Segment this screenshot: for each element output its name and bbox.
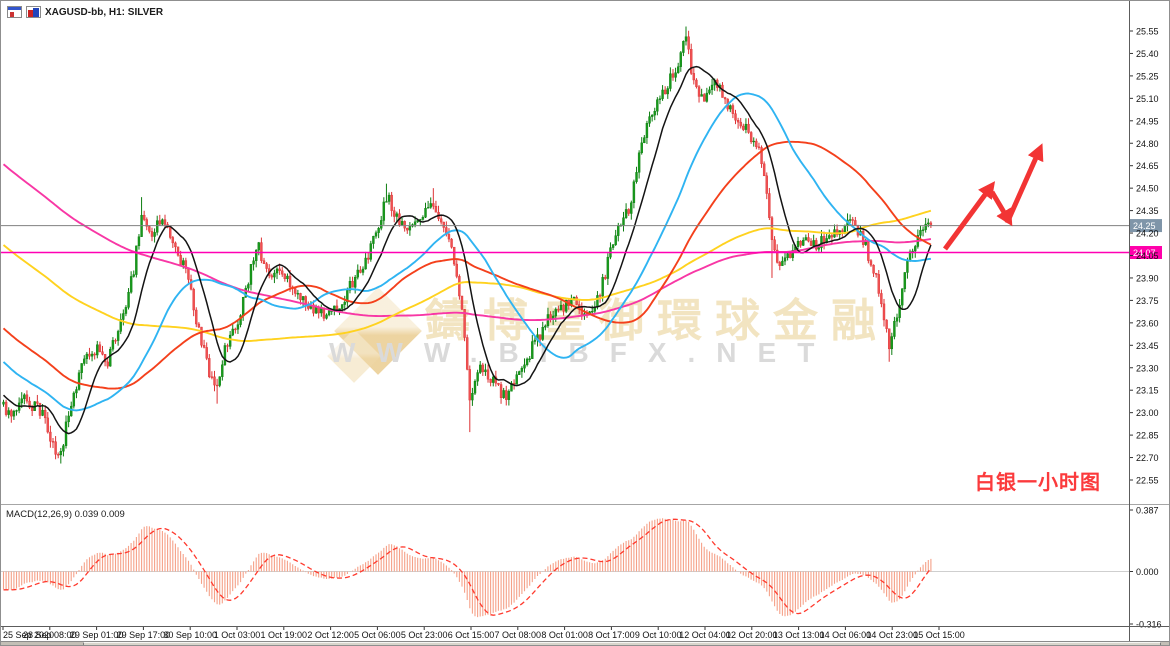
time-tick-label: 9 Oct 10:00	[635, 630, 682, 640]
price-tick-label: 22.55	[1136, 476, 1159, 486]
time-tick-label: 14 Oct 06:00	[820, 630, 872, 640]
ma-slow-magenta	[2, 163, 932, 322]
macd-tick-label: 0.000	[1136, 567, 1159, 577]
time-tick-label: 12 Oct 04:00	[679, 630, 731, 640]
time-tick-label: 5 Oct 23:00	[401, 630, 448, 640]
price-tick-label: 24.05	[1136, 251, 1159, 261]
price-tick-label: 23.60	[1136, 318, 1159, 328]
price-tick-label: 24.80	[1136, 139, 1159, 149]
ma-fastest-black	[2, 65, 932, 435]
ma-long-yellow	[2, 209, 932, 342]
price-tick-label: 24.35	[1136, 206, 1159, 216]
ma-mid-orange-line	[2, 140, 932, 390]
macd-indicator-label: MACD(12,26,9) 0.039 0.009	[6, 509, 125, 520]
macd-tick-label: 0.387	[1136, 506, 1159, 516]
ma-slow-magenta-line	[2, 163, 932, 322]
price-axis[interactable]: 25.55 25.40 25.25 25.10 24.95 24.80 24.65 24.50…	[1129, 27, 1159, 486]
macd-axis[interactable]: 0.387 0.000 -0.316	[1129, 506, 1162, 630]
time-tick-label: 1 Oct 03:00	[214, 630, 261, 640]
time-tick-label: 25 Sep 2020	[3, 630, 54, 640]
price-tick-label: 24.20	[1136, 229, 1159, 239]
price-tick-label: 25.55	[1136, 27, 1159, 37]
price-tick-label: 24.50	[1136, 184, 1159, 194]
time-tick-label: 8 Oct 01:00	[541, 630, 588, 640]
time-tick-label: 14 Oct 23:00	[866, 630, 918, 640]
price-tick-label: 22.70	[1136, 453, 1159, 463]
candles-layer	[2, 26, 933, 464]
price-tick-label: 25.25	[1136, 71, 1159, 81]
time-tick-label: 1 Oct 19:00	[261, 630, 308, 640]
time-axis-separator	[1, 626, 1169, 627]
price-tick-label: 23.30	[1136, 363, 1159, 373]
bid-line-price-label: 24.25	[1133, 221, 1156, 231]
price-tick-label: 23.15	[1136, 386, 1159, 396]
price-tick-label: 24.65	[1136, 161, 1159, 171]
ma-mid-orange	[2, 140, 932, 390]
price-tick-label: 23.75	[1136, 296, 1159, 306]
watermark-site-text: WWW.BIBFX.NET	[329, 337, 836, 368]
macd-histogram	[2, 518, 932, 618]
time-tick-label: 15 Oct 15:00	[913, 630, 965, 640]
price-tick-label: 23.90	[1136, 273, 1159, 283]
ma-fast-cyan	[2, 92, 932, 412]
trend-arrow[interactable]	[942, 181, 996, 251]
price-tick-label: 25.40	[1136, 49, 1159, 59]
support-line-price-box	[1130, 246, 1162, 260]
macd-pane[interactable]	[1, 518, 1129, 618]
support-line-price-label: 24.07	[1133, 248, 1156, 258]
ma-fast-cyan-line	[2, 92, 932, 412]
trend-arrow[interactable]	[989, 190, 1013, 227]
price-axis-separator	[1129, 1, 1130, 641]
time-tick-label: 12 Oct 20:00	[726, 630, 778, 640]
price-tick-label: 25.10	[1136, 94, 1159, 104]
macd-signal-line	[3, 518, 932, 616]
time-tick-label: 30 Sep 10:00	[163, 630, 217, 640]
time-tick-label: 8 Oct 17:00	[588, 630, 635, 640]
price-tick-label: 23.00	[1136, 408, 1159, 418]
time-tick-label: 29 Sep 17:00	[117, 630, 171, 640]
time-tick-label: 5 Oct 06:00	[354, 630, 401, 640]
time-tick-label: 6 Oct 15:00	[448, 630, 495, 640]
annotation-arrows[interactable]	[942, 143, 1044, 251]
price-tick-label: 22.85	[1136, 431, 1159, 441]
pane-splitter[interactable]	[1, 504, 1169, 505]
annotation-text[interactable]: 白银一小时图	[975, 472, 1101, 494]
time-tick-label: 28 Sep 08:00	[23, 630, 77, 640]
macd-tick-label: -0.316	[1136, 620, 1162, 630]
h-scrollbar-thumb[interactable]	[83, 642, 1161, 645]
bid-line-price-box	[1130, 219, 1162, 233]
time-tick-label: 13 Oct 13:00	[773, 630, 825, 640]
price-tick-label: 23.45	[1136, 341, 1159, 351]
chart-type-icon	[26, 6, 41, 18]
price-tick-label: 24.95	[1136, 116, 1159, 126]
time-tick-label: 7 Oct 08:00	[495, 630, 542, 640]
chart-title-bar: XAGUSD-bb, H1: SILVER	[7, 6, 163, 18]
horizontal-lines[interactable]: 24.25 24.07	[1, 219, 1162, 260]
time-tick-label: 29 Sep 01:00	[70, 630, 124, 640]
chart-title: XAGUSD-bb, H1: SILVER	[45, 6, 164, 18]
horizontal-scrollbar[interactable]	[1, 641, 1169, 645]
window-icon	[7, 6, 22, 18]
ma-long-yellow-line	[2, 209, 932, 342]
trend-arrow[interactable]	[1004, 143, 1044, 225]
ma-fastest-black-line	[2, 65, 932, 435]
time-tick-label: 2 Oct 12:00	[307, 630, 354, 640]
